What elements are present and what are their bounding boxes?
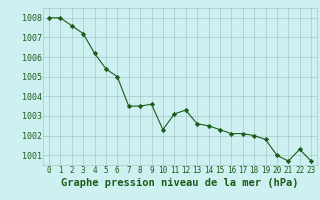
X-axis label: Graphe pression niveau de la mer (hPa): Graphe pression niveau de la mer (hPa)	[61, 178, 299, 188]
